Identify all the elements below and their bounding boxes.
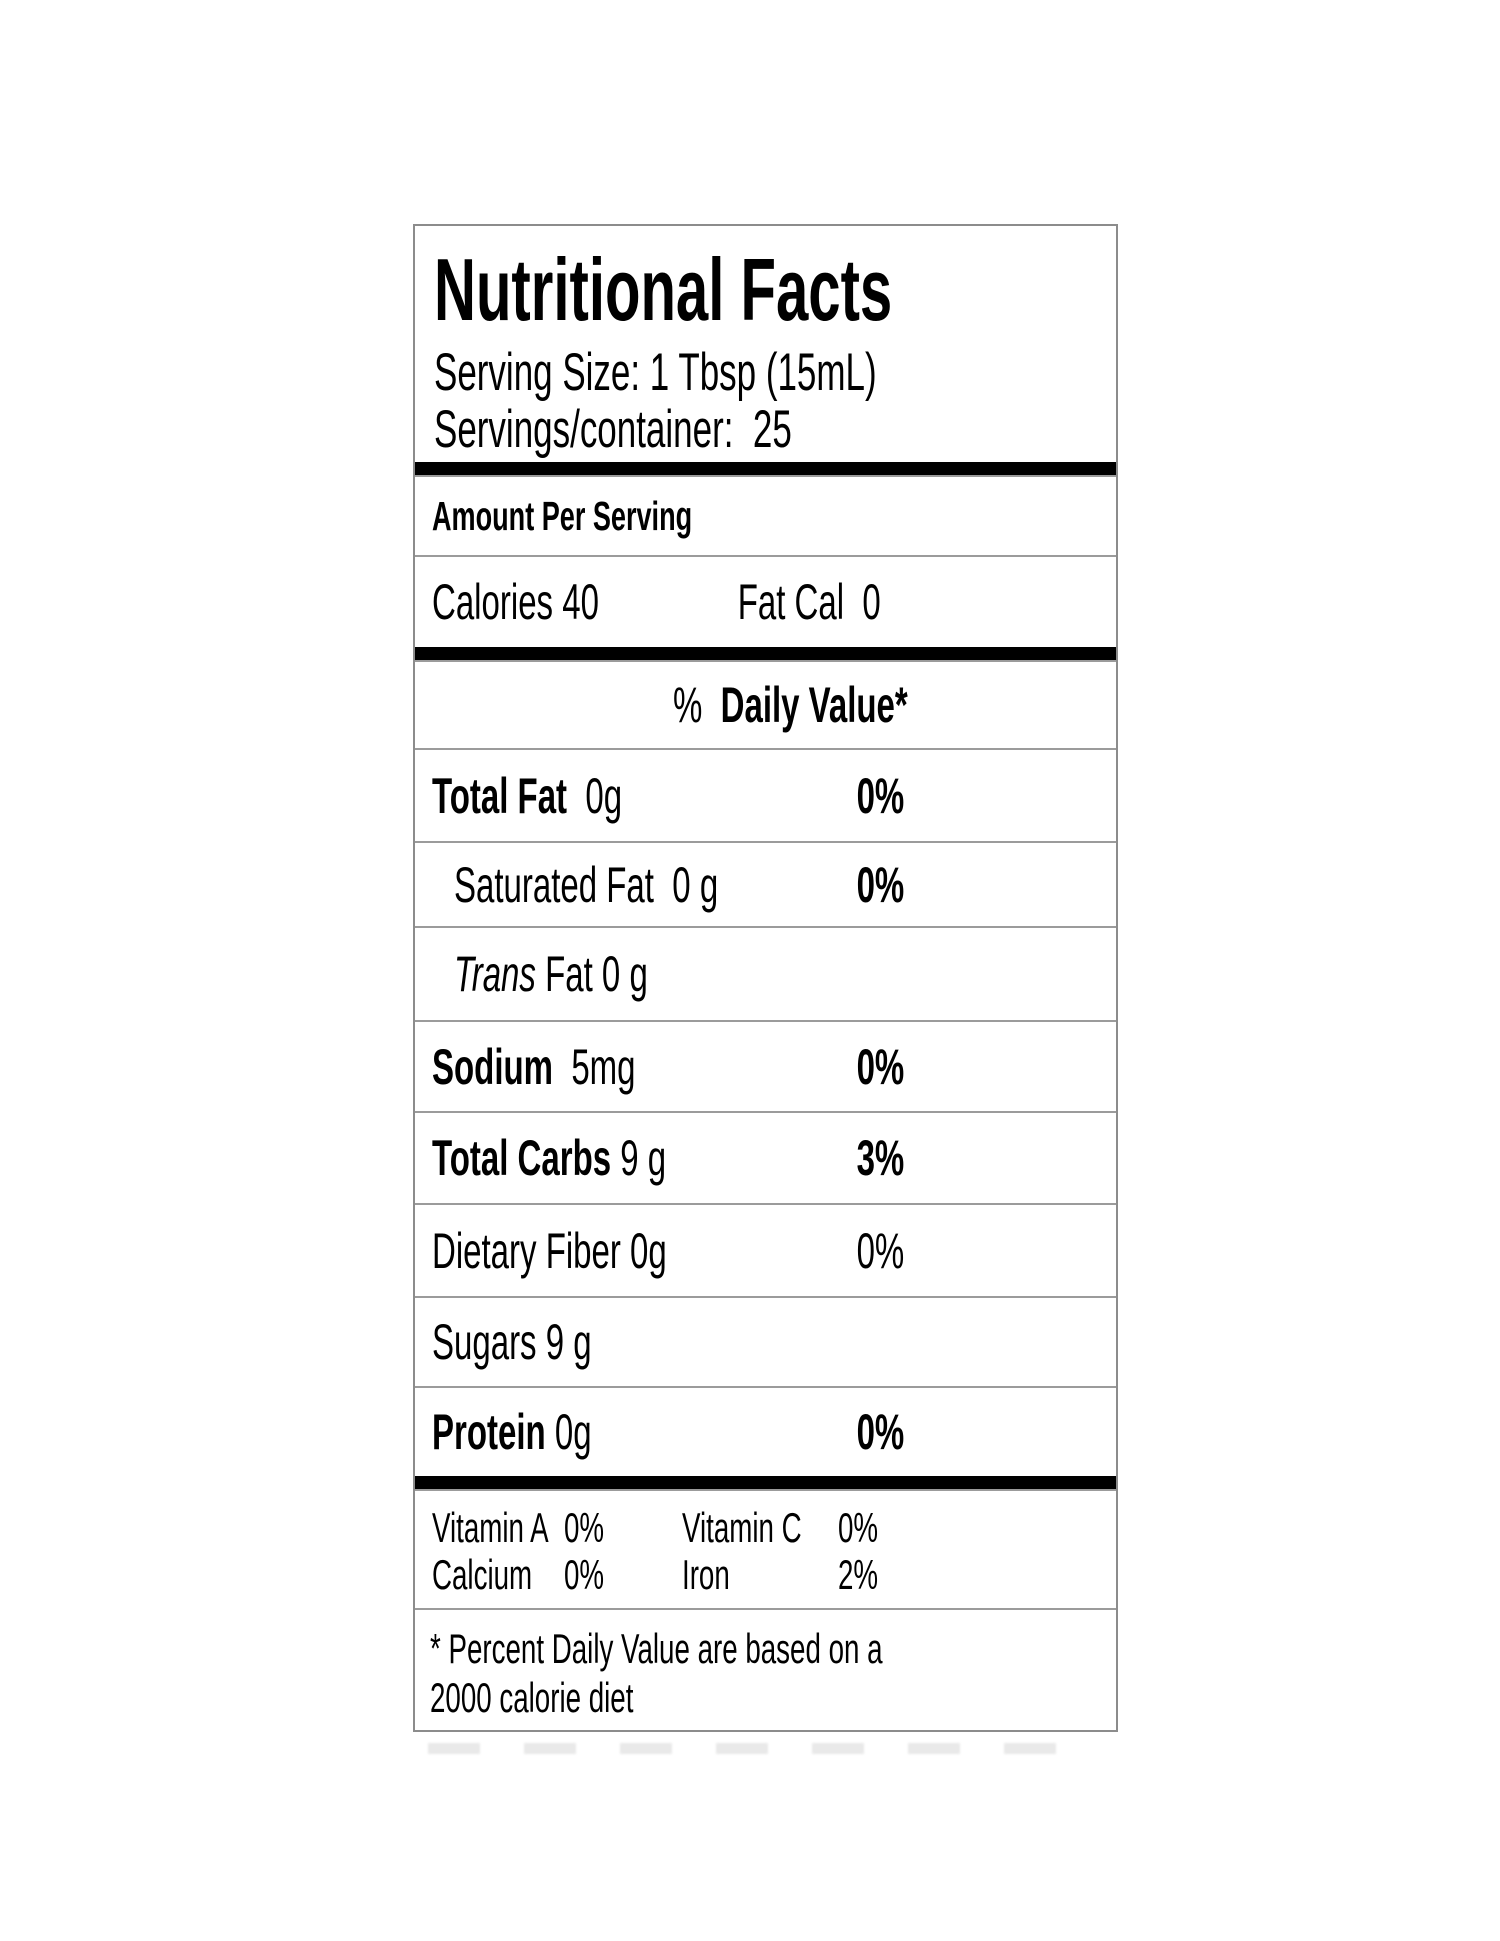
servings-per-container-line: Servings/container: 25 (434, 401, 1116, 458)
nutrient-row-total-fat: Total Fat 0g 0% (415, 748, 1116, 841)
daily-value-percent: 3% (856, 1130, 904, 1186)
calories-value: 40 (553, 574, 599, 630)
fat-cal-label: Fat Cal (737, 574, 845, 630)
thick-divider-top (415, 462, 1116, 475)
vitamin-c-label: Vitamin C (682, 1504, 802, 1551)
nutrient-amount: 9 g (611, 1130, 667, 1186)
calories-row: Calories 40 Fat Cal 0 (415, 555, 1116, 647)
vitamin-a-label: Vitamin A (432, 1504, 549, 1551)
calcium-value: 0% (564, 1551, 605, 1598)
daily-value-percent: 0% (856, 1222, 904, 1279)
fat-cal-value: 0 (844, 574, 881, 630)
nutrient-amount: 5mg (552, 1038, 636, 1095)
nutrient-amount: Fat 0 g (535, 946, 648, 1002)
nutrient-row-protein: Protein 0g 0% (415, 1386, 1116, 1476)
nutrient-row-dietary-fiber: Dietary Fiber 0g 0% (415, 1203, 1116, 1296)
daily-value-percent: 0% (856, 1038, 904, 1095)
nutrient-row-sugars: Sugars 9 g (415, 1296, 1116, 1386)
label-title: Nutritional Facts (434, 240, 893, 339)
percent-sign: % (673, 677, 721, 733)
calories-label: Calories (432, 574, 554, 630)
calories-text: Calories 40 (432, 573, 599, 631)
nutrient-text: Dietary Fiber 0g (432, 1222, 667, 1280)
vitamins-line-2: Calcium 0% Iron 2% (432, 1551, 1116, 1598)
nutrition-facts-label: Nutritional Facts Serving Size: 1 Tbsp (… (413, 224, 1118, 1732)
nutrient-row-trans-fat: Trans Fat 0 g (415, 926, 1116, 1020)
iron-value: 2% (838, 1551, 879, 1598)
serving-size-text: Serving Size: 1 Tbsp (15mL) (434, 343, 877, 402)
nutrient-row-saturated-fat: Saturated Fat 0 g 0% (415, 841, 1116, 926)
vitamins-row: Vitamin A 0% Vitamin C 0% Calcium 0% Iro… (415, 1489, 1116, 1608)
faded-cropped-text (428, 1743, 1096, 1754)
nutrient-name: Saturated Fat (454, 856, 654, 913)
nutrient-amount: 0g (567, 767, 623, 824)
label-title-line: Nutritional Facts (434, 244, 1116, 336)
serving-size-line: Serving Size: 1 Tbsp (15mL) (434, 344, 1116, 401)
nutrient-amount: 9 g (536, 1314, 592, 1370)
thick-divider-middle (415, 647, 1116, 660)
nutrient-amount: 0 g (653, 856, 719, 913)
daily-value-header-text: % Daily Value* (673, 676, 908, 734)
servings-per-container-text: Servings/container: 25 (434, 400, 792, 459)
thick-divider-bottom (415, 1476, 1116, 1489)
vitamins-line-1: Vitamin A 0% Vitamin C 0% (432, 1504, 1116, 1551)
nutrient-amount: 0g (620, 1222, 667, 1279)
fat-cal-text: Fat Cal 0 (738, 573, 881, 631)
vitamin-c-value: 0% (838, 1504, 879, 1551)
nutrient-text: Total Carbs 9 g (432, 1129, 666, 1187)
nutrient-row-total-carbs: Total Carbs 9 g 3% (415, 1111, 1116, 1203)
nutrient-name: Dietary Fiber (432, 1222, 621, 1279)
amount-per-serving-label: Amount Per Serving (432, 492, 693, 539)
daily-value-percent: 0% (856, 856, 904, 913)
footnote-text: * Percent Daily Value are based on a 200… (430, 1625, 883, 1721)
calcium-label: Calcium (432, 1551, 533, 1598)
nutrient-text: Total Fat 0g (432, 767, 622, 825)
nutrient-name: Trans (454, 946, 536, 1002)
daily-value-header-label: Daily Value* (720, 677, 908, 733)
iron-label: Iron (682, 1551, 730, 1598)
vitamin-a-value: 0% (564, 1504, 605, 1551)
nutrient-name: Sodium (432, 1038, 553, 1095)
nutrient-name: Sugars (432, 1314, 537, 1370)
daily-value-header-row: % Daily Value* (415, 660, 1116, 748)
nutrient-name: Total Carbs (432, 1130, 612, 1186)
nutrient-text: Sugars 9 g (432, 1313, 592, 1371)
nutrient-text: Saturated Fat 0 g (454, 856, 718, 914)
nutrient-row-sodium: Sodium 5mg 0% (415, 1020, 1116, 1111)
nutrient-amount: 0g (545, 1404, 592, 1460)
nutrient-name: Total Fat (432, 767, 568, 824)
nutrient-name: Protein (432, 1404, 546, 1460)
daily-value-percent: 0% (856, 767, 904, 824)
amount-per-serving-row: Amount Per Serving (415, 475, 1116, 555)
nutrient-text: Sodium 5mg (432, 1038, 636, 1096)
label-header: Nutritional Facts Serving Size: 1 Tbsp (… (415, 226, 1116, 462)
nutrient-text: Trans Fat 0 g (454, 945, 648, 1003)
footnote-row: * Percent Daily Value are based on a 200… (415, 1608, 1116, 1730)
daily-value-percent: 0% (856, 1404, 904, 1460)
nutrient-text: Protein 0g (432, 1403, 592, 1461)
